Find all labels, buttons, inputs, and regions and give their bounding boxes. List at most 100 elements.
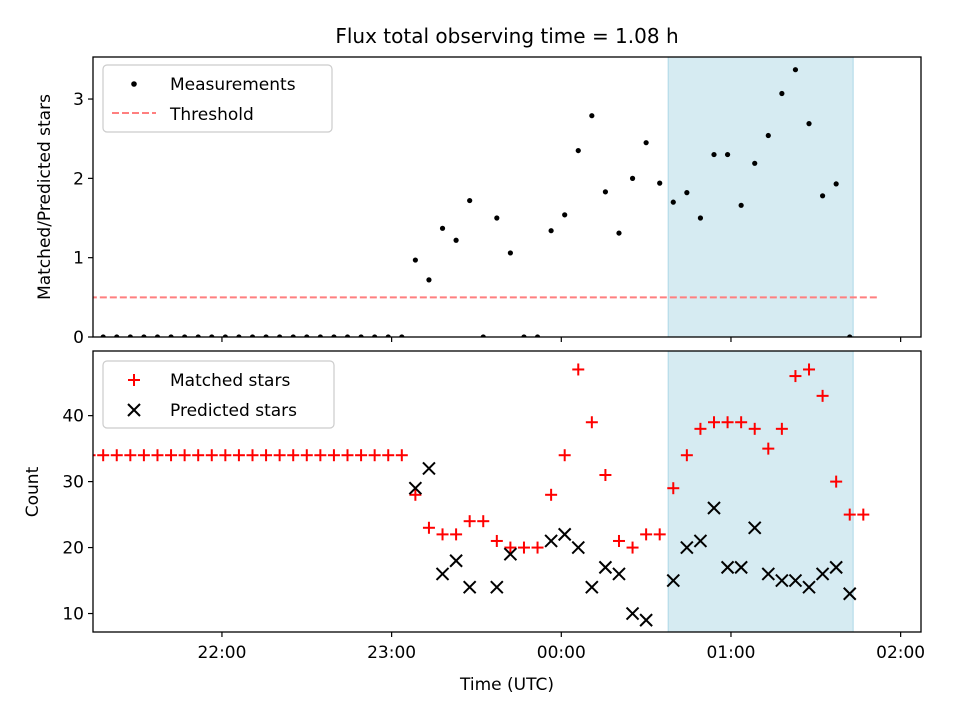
measurement-point — [697, 215, 704, 221]
marker-stroke — [571, 540, 585, 555]
marker-stroke — [544, 534, 558, 548]
ratio-x-ticks — [221, 337, 902, 342]
measurement-point — [439, 225, 446, 231]
marker-stroke — [788, 573, 803, 588]
matched-star-marker — [137, 449, 150, 462]
matched-star-marker — [490, 534, 503, 547]
predicted-star-marker — [761, 567, 776, 581]
matched-star-marker — [789, 370, 802, 383]
matched-star-marker — [735, 416, 748, 429]
marker-stroke — [693, 534, 708, 548]
matched-star-marker — [219, 449, 232, 462]
x-tick-label: 23:00 — [367, 643, 416, 663]
y-tick-label: 40 — [62, 407, 84, 427]
matched-star-marker — [721, 416, 734, 429]
matched-star-marker — [29, 449, 41, 461]
matched-stars-legend-marker — [128, 374, 140, 386]
measurement-point — [738, 202, 744, 208]
count-legend: Matched stars Predicted stars — [102, 360, 335, 429]
count-y-axis-label: Count — [23, 466, 43, 517]
matched-star-marker — [612, 534, 625, 547]
measurement-point — [33, 334, 38, 339]
matched-star-marker — [205, 449, 218, 462]
matched-star-marker — [775, 422, 788, 435]
predicted-star-marker — [422, 461, 436, 476]
matched-star-marker — [558, 449, 571, 462]
predicted-star-marker — [707, 501, 721, 515]
matched-star-marker — [97, 449, 110, 462]
matched-star-marker — [382, 449, 395, 462]
matched-star-marker — [56, 449, 68, 461]
matched-star-marker — [151, 449, 164, 462]
marker-stroke — [720, 560, 735, 575]
measurement-point — [562, 212, 568, 218]
count-panel: 10 20 30 40 22:00 23:00 00:00 01:00 02:00 Count… — [0, 350, 925, 695]
predicted-star-marker — [625, 606, 640, 621]
measurement-point — [46, 334, 51, 339]
y-tick-label: 0 — [73, 328, 84, 348]
measurement-point — [833, 181, 839, 187]
matched-star-marker — [368, 449, 381, 462]
matched-star-marker — [762, 442, 775, 455]
count-panel-frame — [92, 350, 922, 633]
matched-star-marker — [287, 449, 300, 462]
y-tick-label: 3 — [73, 90, 84, 110]
measurement-point — [861, 0, 866, 3]
measurement-point — [806, 121, 812, 127]
y-tick-label: 10 — [62, 605, 84, 625]
matched-star-marker — [422, 521, 435, 534]
ratio-y-axis-label: Matched/Predicted stars — [35, 94, 55, 300]
matched-star-marker — [341, 449, 354, 462]
matched-star-marker — [572, 363, 585, 376]
matched-star-marker — [694, 422, 707, 435]
measurement-point — [467, 197, 473, 204]
measurement-point — [589, 113, 595, 119]
matched-star-marker — [545, 488, 558, 501]
marker-stroke — [802, 580, 816, 594]
marker-stroke — [829, 560, 843, 575]
matched-star-marker — [246, 449, 259, 462]
marker-stroke — [408, 481, 423, 495]
marker-stroke — [435, 567, 450, 581]
measurement-point — [765, 132, 771, 139]
measurement-point — [507, 250, 513, 256]
measurement-point — [724, 151, 731, 158]
predicted-star-marker — [462, 580, 477, 594]
predicted-star-marker — [585, 580, 599, 594]
matched-star-marker — [680, 449, 693, 462]
count-series — [0, 363, 870, 627]
predicted-star-marker — [843, 587, 857, 601]
observing-window-band — [667, 56, 854, 338]
marker-stroke — [612, 567, 626, 581]
measurement-point — [670, 199, 676, 205]
marker-stroke — [680, 540, 694, 555]
measurement-point — [684, 190, 690, 196]
predicted-star-marker — [748, 521, 762, 535]
predicted-stars-legend-label: Predicted stars — [170, 401, 297, 421]
matched-star-marker — [314, 449, 327, 462]
predicted-star-marker — [775, 573, 789, 588]
highlight-band — [667, 350, 854, 633]
marker-stroke — [666, 573, 680, 588]
predicted-star-marker — [693, 534, 708, 548]
ratio-panel: 0 1 2 3 Matched/Predicted stars Measurement… — [33, 0, 922, 348]
predicted-star-marker — [557, 527, 572, 542]
matched-star-marker — [830, 475, 843, 488]
marker-stroke — [557, 527, 572, 542]
matched-star-marker — [70, 449, 82, 461]
matched-star-marker — [0, 449, 1, 461]
marker-stroke — [815, 567, 830, 581]
matched-star-marker — [16, 449, 28, 461]
measurement-point — [575, 147, 581, 154]
matched-star-marker — [626, 541, 639, 554]
measurements-legend-label: Measurements — [170, 75, 296, 95]
y-tick-label: 1 — [73, 249, 84, 269]
y-tick-label: 2 — [73, 169, 84, 189]
matched-star-marker — [667, 482, 680, 495]
predicted-star-marker — [571, 540, 585, 555]
marker-stroke — [503, 547, 518, 561]
predicted-star-marker — [408, 481, 423, 495]
marker-stroke — [585, 580, 599, 594]
observing-window-band — [667, 350, 854, 633]
